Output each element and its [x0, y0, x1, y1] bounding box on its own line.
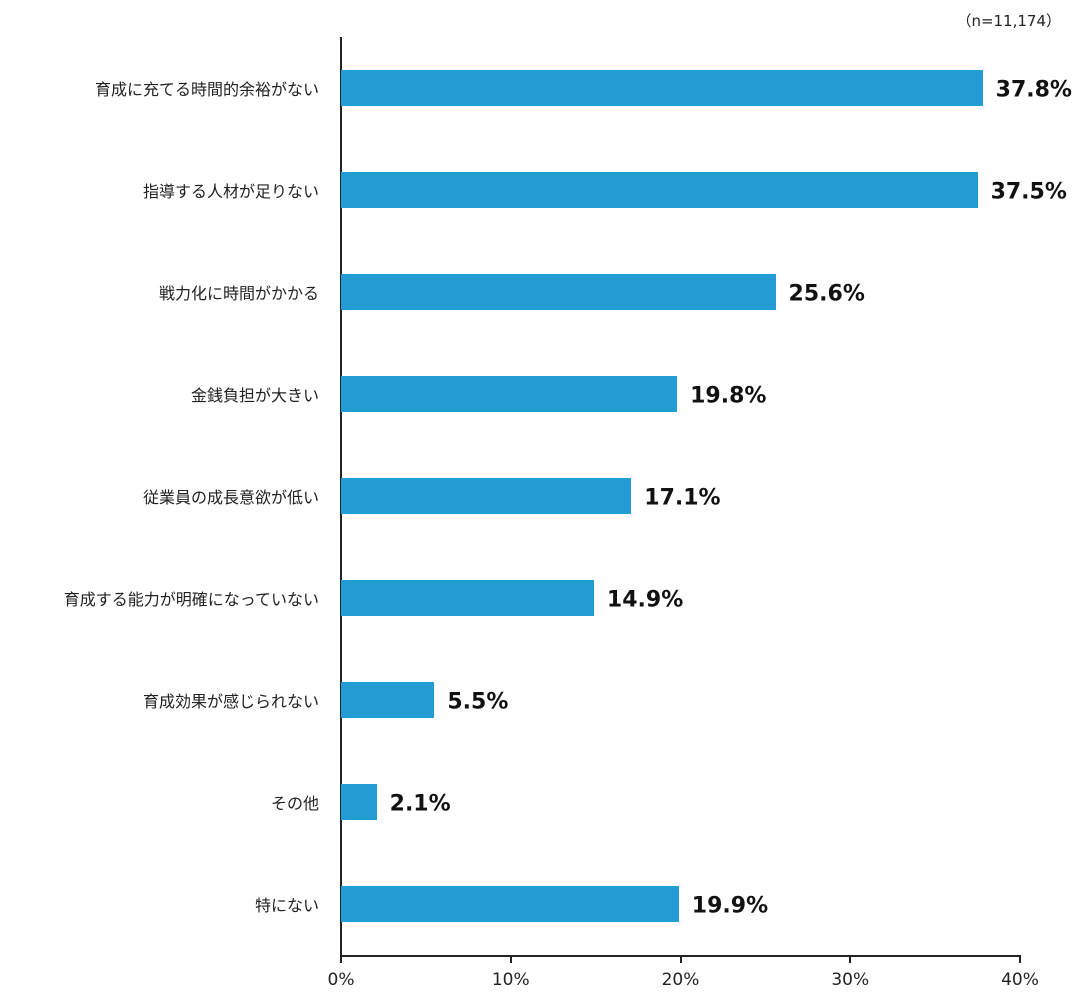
x-axis-tick-label: 30% — [831, 970, 870, 990]
value-label: 37.8% — [995, 77, 1072, 103]
bar — [341, 172, 978, 208]
category-label: 金銭負担が大きい — [190, 386, 319, 405]
value-label: 25.6% — [788, 281, 865, 307]
category-label: 指導する人材が足りない — [142, 182, 319, 201]
category-label: 特にない — [254, 896, 319, 915]
bar — [341, 682, 435, 718]
x-axis-tick-label: 20% — [661, 970, 700, 990]
x-axis-tick — [849, 955, 852, 963]
category-label: 育成効果が感じられない — [142, 692, 319, 711]
category-label: 従業員の成長意欲が低い — [142, 488, 319, 507]
x-axis-tick — [1019, 955, 1021, 963]
bar — [341, 274, 776, 310]
value-label: 37.5% — [990, 179, 1067, 205]
value-label: 14.9% — [606, 587, 684, 613]
bar — [341, 784, 377, 820]
value-label: 17.1% — [644, 485, 721, 511]
category-label: 戦力化に時間がかかる — [158, 284, 319, 303]
x-axis-tick-label: 40% — [1001, 970, 1039, 990]
category-label: 育成に充てる時間的余裕がない — [94, 80, 319, 99]
value-label: 2.1% — [389, 791, 451, 817]
category-label: その他 — [270, 794, 319, 813]
x-axis-tick — [679, 955, 682, 963]
bar — [341, 70, 983, 106]
x-axis-tick-label: 10% — [491, 970, 530, 990]
bar — [341, 478, 632, 514]
x-axis-tick — [509, 955, 512, 963]
x-axis-tick-label: 0% — [327, 970, 355, 990]
bar — [341, 886, 679, 922]
bar — [341, 376, 678, 412]
value-label: 19.9% — [691, 893, 769, 919]
value-label: 5.5% — [447, 689, 509, 715]
category-label: 育成する能力が明確になっていない — [63, 590, 319, 609]
sample-size-note: （n=11,174） — [956, 12, 1061, 30]
x-axis-tick — [340, 955, 342, 963]
bar — [341, 580, 594, 616]
value-label: 19.8% — [690, 383, 767, 409]
